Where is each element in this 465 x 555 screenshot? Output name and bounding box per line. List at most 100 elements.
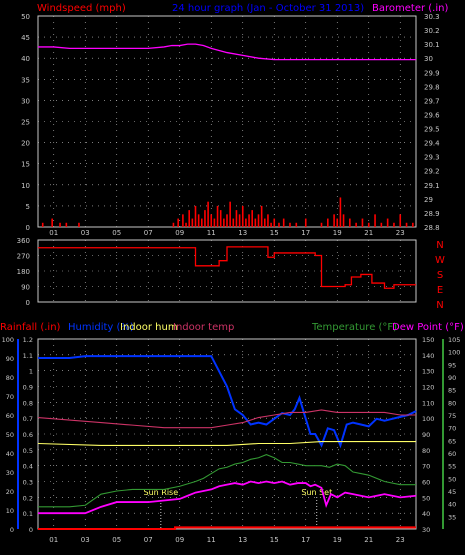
rain-tick-label: 0.5: [23, 447, 33, 455]
y-tick-label: 10: [21, 182, 30, 190]
legend-dew-point: Dew Point (°F): [392, 322, 464, 333]
wind-bar: [257, 214, 260, 227]
x-tick-label: 05: [112, 536, 121, 544]
rain-tick-label: 0.7: [23, 415, 33, 423]
temp-tick-label: 80: [422, 447, 430, 455]
temp-outer-tick-label: 55: [448, 463, 456, 471]
wind-bar: [278, 222, 280, 227]
wind-bar: [405, 222, 408, 227]
y-tick-label: 40: [21, 55, 30, 63]
humidity-tick-label: 50: [6, 431, 14, 439]
wind-bar: [185, 222, 187, 227]
temp-outer-tick-label: 50: [448, 475, 456, 483]
temp-outer-tick-label: 105: [448, 336, 460, 344]
chart-title: 24 hour graph (Jan - October 31 2013): [172, 3, 364, 14]
legend-rainfall: Rainfall (.in): [0, 322, 61, 333]
wind-bar: [320, 222, 323, 227]
y2-tick-label: 30.2: [424, 27, 440, 35]
temp-outer-tick-label: 45: [448, 488, 456, 496]
wind-bar: [177, 218, 179, 227]
y2-tick-label: 30: [424, 55, 433, 63]
x-tick-label: 23: [396, 536, 405, 544]
humidity-tick-label: 70: [6, 393, 14, 401]
x-tick-label: 03: [81, 536, 90, 544]
y-tick-label: 25: [21, 119, 30, 127]
y2-tick-label: 29.9: [424, 69, 440, 77]
y-tick-label: 180: [17, 268, 30, 276]
wind-bar: [264, 218, 266, 227]
wind-bar: [339, 197, 342, 227]
wind-bar: [216, 205, 219, 227]
humidity-tick-label: 60: [6, 412, 14, 420]
y-tick-label: 5: [26, 203, 30, 211]
x-tick-label: 21: [364, 229, 373, 237]
temp-tick-label: 150: [422, 336, 434, 344]
wind-bar: [51, 218, 53, 227]
y2-tick-label: 29.2: [424, 168, 440, 176]
compass-label: E: [437, 285, 443, 296]
y-tick-label: 15: [21, 161, 30, 169]
rain-tick-label: 0.2: [23, 494, 33, 502]
x-tick-label: 13: [238, 229, 247, 237]
wind-bar: [78, 222, 80, 227]
series-line-temperature-f: [38, 453, 416, 508]
wind-bar: [194, 205, 197, 227]
temp-tick-label: 110: [422, 399, 434, 407]
temp-tick-label: 120: [422, 384, 434, 392]
wind-bar: [238, 214, 241, 227]
wind-bar: [232, 218, 235, 227]
rain-tick-label: 0.9: [23, 384, 33, 392]
humidity-tick-label: 0: [10, 526, 14, 534]
compass-label: N: [436, 300, 443, 311]
wind-bar: [254, 218, 257, 227]
wind-bar: [393, 222, 395, 227]
wind-bar: [367, 222, 370, 227]
y-tick-label: 360: [17, 237, 30, 245]
wind-bar: [273, 218, 276, 227]
temp-tick-label: 30: [422, 526, 430, 534]
y-tick-label: 35: [21, 76, 30, 84]
wind-bar: [355, 222, 357, 227]
wind-bar: [245, 218, 247, 227]
wind-bar: [191, 218, 194, 227]
x-tick-label: 19: [333, 536, 342, 544]
wind-bar: [223, 218, 225, 227]
wind-bar: [304, 218, 307, 227]
temp-outer-tick-label: 40: [448, 501, 456, 509]
wind-bar: [219, 210, 222, 227]
rain-tick-label: 0: [29, 526, 33, 534]
wind-bar: [229, 201, 231, 227]
temp-outer-tick-label: 65: [448, 437, 456, 445]
temp-tick-label: 90: [422, 431, 430, 439]
wind-bar: [342, 214, 345, 227]
y-tick-label: 0: [26, 224, 30, 232]
temp-outer-tick-label: 90: [448, 374, 456, 382]
wind-bar: [235, 210, 238, 227]
temp-tick-label: 50: [422, 494, 430, 502]
rain-humidity-temp-panel: Rainfall (.in) Humidity (%) Indoor hum I…: [0, 322, 464, 544]
legend-indoor-temp: Indoor temp: [173, 322, 234, 333]
wind-bar: [204, 210, 206, 227]
wind-bar: [333, 214, 335, 227]
humidity-tick-label: 80: [6, 374, 14, 382]
wind-bar: [289, 222, 291, 227]
x-tick-label: 13: [238, 536, 247, 544]
y2-tick-label: 29.5: [424, 126, 440, 134]
wind-bar: [182, 214, 184, 227]
series-line-humidity: [38, 355, 417, 449]
humidity-tick-label: 40: [6, 450, 14, 458]
wind-bar: [386, 218, 389, 227]
wind-bar: [241, 205, 244, 227]
wind-bar: [295, 222, 298, 227]
y-tick-label: 20: [21, 140, 30, 148]
wind-bar: [327, 218, 329, 227]
y2-tick-label: 28.8: [424, 224, 440, 232]
series-line-dew-point-f: [38, 480, 417, 515]
wind-bar: [336, 218, 339, 227]
series-line-indoor-hum: [37, 441, 416, 446]
wind-bar: [260, 205, 263, 227]
barometer-axis-title: Barometer (.in): [372, 3, 448, 14]
wind-bar: [172, 222, 175, 227]
